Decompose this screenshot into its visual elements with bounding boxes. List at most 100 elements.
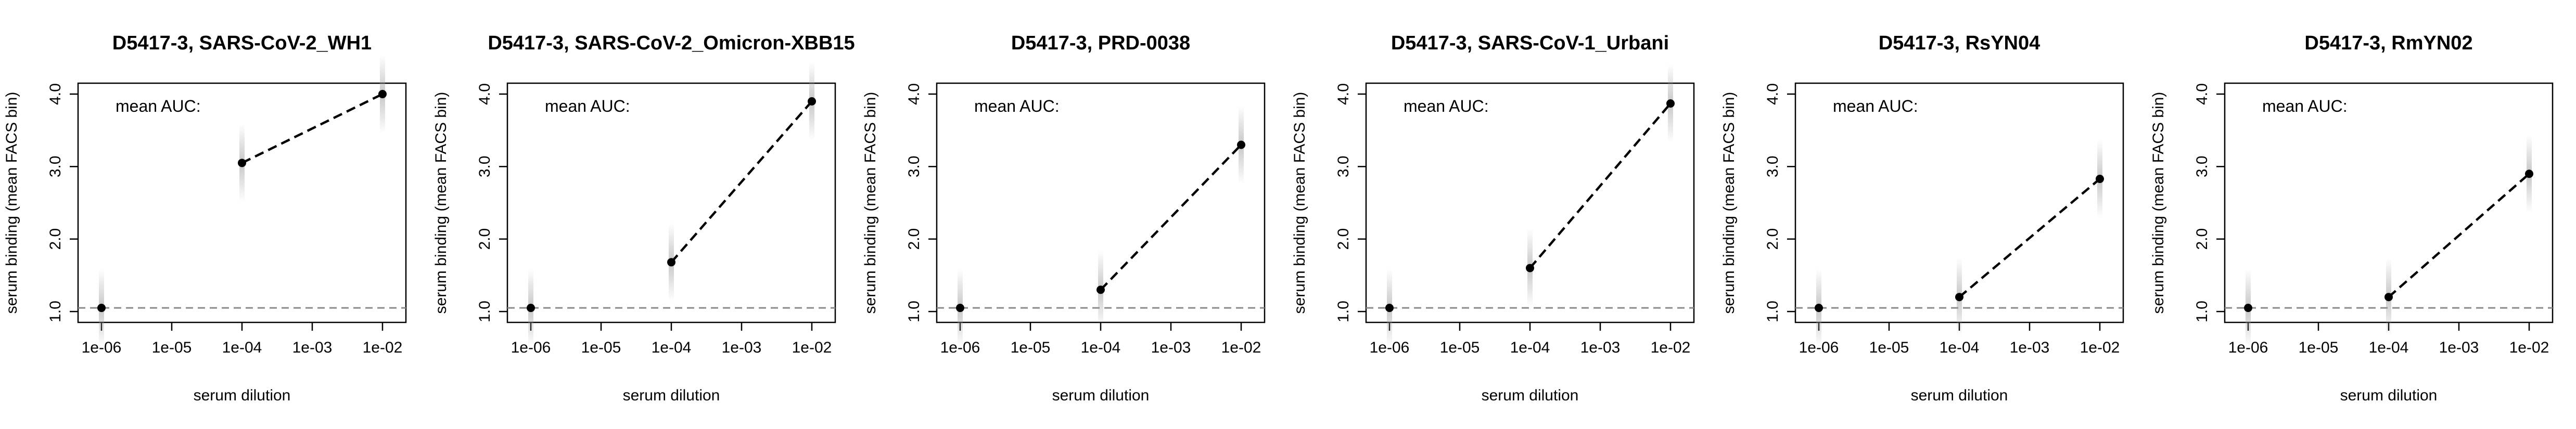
x-tick-label: 1e-04 <box>1081 339 1121 356</box>
x-tick-label: 1e-04 <box>222 339 262 356</box>
x-tick-label: 1e-03 <box>1151 339 1191 356</box>
data-point <box>1815 304 1823 313</box>
x-tick-label: 1e-05 <box>1011 339 1051 356</box>
data-point <box>527 304 535 313</box>
y-tick-label: 1.0 <box>1335 301 1352 322</box>
x-tick-label: 1e-04 <box>1510 339 1550 356</box>
y-tick-label: 1.0 <box>2194 301 2211 322</box>
x-axis-label: serum dilution <box>1052 387 1150 404</box>
y-tick-label: 4.0 <box>2194 83 2211 105</box>
series-line <box>241 93 383 164</box>
x-tick-label: 1e-05 <box>1440 339 1480 356</box>
x-axis-label: serum dilution <box>1911 387 2008 404</box>
y-tick-label: 4.0 <box>476 83 493 105</box>
x-tick-label: 1e-04 <box>652 339 692 356</box>
x-tick-label: 1e-02 <box>2509 339 2549 356</box>
y-tick-label: 3.0 <box>47 155 64 177</box>
y-tick-label: 3.0 <box>906 155 923 177</box>
y-axis-label: serum binding (mean FACS bin) <box>2150 92 2167 314</box>
y-axis-label: serum binding (mean FACS bin) <box>862 92 879 314</box>
data-point <box>667 258 675 267</box>
y-tick-label: 2.0 <box>476 228 493 250</box>
data-point <box>1955 293 1963 302</box>
y-tick-label: 4.0 <box>1764 83 1781 105</box>
y-axis-label: serum binding (mean FACS bin) <box>1291 92 1308 314</box>
data-point <box>808 97 816 106</box>
series-line <box>1958 178 2101 298</box>
mean-auc-annotation: mean AUC: <box>116 97 201 115</box>
x-tick-label: 1e-02 <box>363 339 403 356</box>
y-tick-label: 3.0 <box>2194 155 2211 177</box>
x-axis-label: serum dilution <box>623 387 720 404</box>
x-tick-label: 1e-03 <box>2010 339 2050 356</box>
x-tick-label: 1e-05 <box>152 339 192 356</box>
mean-auc-annotation: mean AUC: <box>1833 97 1918 115</box>
x-tick-label: 1e-03 <box>292 339 333 356</box>
chart-title: D5417-3, PRD-0038 <box>1011 32 1190 54</box>
plot-frame <box>77 82 407 323</box>
y-axis-label: serum binding (mean FACS bin) <box>3 92 20 314</box>
data-point <box>238 159 246 167</box>
mean-auc-annotation: mean AUC: <box>1404 97 1489 115</box>
x-axis-label: serum dilution <box>1482 387 1579 404</box>
mean-auc-annotation: mean AUC: <box>2262 97 2348 115</box>
y-tick-label: 2.0 <box>2194 228 2211 250</box>
data-point <box>1096 285 1105 294</box>
data-point <box>2384 293 2393 302</box>
chart-title: D5417-3, RsYN04 <box>1879 32 2041 54</box>
data-point <box>1237 140 1245 149</box>
y-tick-label: 3.0 <box>1335 155 1352 177</box>
x-tick-label: 1e-03 <box>2439 339 2479 356</box>
x-tick-label: 1e-03 <box>722 339 762 356</box>
chart-title: D5417-3, SARS-CoV-1_Urbani <box>1391 32 1669 54</box>
y-tick-label: 1.0 <box>476 301 493 322</box>
mean-auc-annotation: mean AUC: <box>974 97 1060 115</box>
chart-title: D5417-3, SARS-CoV-2_WH1 <box>112 32 372 54</box>
y-tick-label: 2.0 <box>47 228 64 250</box>
x-tick-label: 1e-05 <box>581 339 621 356</box>
y-tick-label: 2.0 <box>1335 228 1352 250</box>
series-line <box>2388 173 2530 298</box>
data-point <box>2096 175 2104 183</box>
data-point <box>378 89 387 98</box>
series-line <box>1100 144 1242 291</box>
y-tick-label: 2.0 <box>906 228 923 250</box>
x-tick-label: 1e-02 <box>1221 339 1261 356</box>
y-axis-label: serum binding (mean FACS bin) <box>432 92 450 314</box>
data-point <box>1666 99 1675 108</box>
x-tick-label: 1e-03 <box>1580 339 1621 356</box>
x-tick-label: 1e-05 <box>2299 339 2339 356</box>
data-point <box>2525 170 2533 178</box>
mean-auc-annotation: mean AUC: <box>545 97 630 115</box>
x-tick-label: 1e-02 <box>1651 339 1691 356</box>
x-tick-label: 1e-02 <box>2080 339 2120 356</box>
data-point <box>1385 304 1394 313</box>
y-tick-label: 4.0 <box>47 83 64 105</box>
y-tick-label: 1.0 <box>906 301 923 322</box>
y-tick-label: 3.0 <box>476 155 493 177</box>
data-point <box>2244 304 2252 313</box>
x-axis-label: serum dilution <box>194 387 291 404</box>
x-tick-label: 1e-04 <box>1940 339 1980 356</box>
data-point <box>1526 264 1534 272</box>
chart-title: D5417-3, RmYN02 <box>2304 32 2472 54</box>
y-axis-label: serum binding (mean FACS bin) <box>1720 92 1738 314</box>
x-axis-label: serum dilution <box>2340 387 2438 404</box>
y-tick-label: 1.0 <box>1764 301 1781 322</box>
y-tick-label: 2.0 <box>1764 228 1781 250</box>
series-line <box>1529 102 1672 269</box>
series-line <box>670 100 813 263</box>
chart-title: D5417-3, SARS-CoV-2_Omicron-XBB15 <box>488 32 855 54</box>
y-tick-label: 4.0 <box>906 83 923 105</box>
data-point <box>956 304 964 313</box>
y-tick-label: 1.0 <box>47 301 64 322</box>
data-point <box>97 304 106 313</box>
y-tick-label: 3.0 <box>1764 155 1781 177</box>
x-tick-label: 1e-04 <box>2369 339 2409 356</box>
